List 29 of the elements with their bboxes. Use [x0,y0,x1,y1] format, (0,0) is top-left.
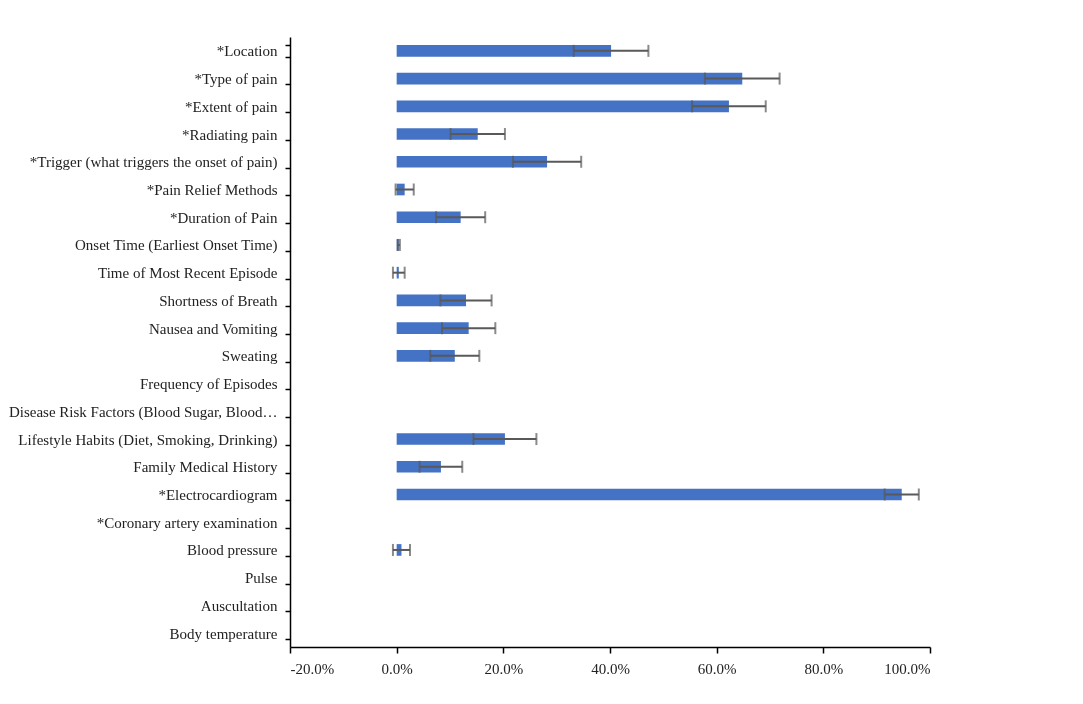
x-tick-label: 40.0% [591,660,630,677]
y-tick-label: *Trigger (what triggers the onset of pain) [29,154,278,172]
y-tick-label: Frequency of Episodes [140,376,278,393]
x-tick-label: 20.0% [484,660,524,677]
y-tick-label: Disease Risk Factors (Blood Sugar, Blood… [8,403,278,421]
y-tick-label: *Location [216,43,278,60]
y-tick-label: Family Medical History [133,459,278,476]
y-tick-label: Body temperature [169,625,278,642]
x-tick-label: 60.0% [697,660,737,677]
y-tick-label: *Electrocardiogram [158,487,278,503]
y-tick-label: Shortness of Breath [159,292,278,309]
y-tick-label: *Extent of pain [185,98,278,115]
y-tick-label: Nausea and Vomiting [148,320,278,337]
y-tick-label: *Coronary artery examination [96,514,278,531]
y-tick-label: Blood pressure [187,542,278,559]
y-tick-label: Time of Most Recent Episode [98,265,278,282]
x-tick-label: 0.0% [381,660,413,677]
y-tick-label: Lifestyle Habits (Diet, Smoking, Drinking) [18,431,278,449]
y-tick-label: Pulse [244,570,278,587]
x-tick-label: 80.0% [804,660,844,677]
x-tick-label: -20.0% [290,660,335,677]
x-tick-label: 100.0% [884,660,931,677]
y-tick-label: Auscultation [200,597,278,614]
y-tick-label: *Pain Relief Methods [146,182,278,198]
y-tick-label: Sweating [221,348,278,365]
y-tick-label: *Duration of Pain [170,209,278,226]
y-tick-label: *Type of pain [194,71,278,88]
y-tick-label: *Radiating pain [182,126,278,143]
y-tick-label: Onset Time (Earliest Onset Time) [74,237,278,255]
